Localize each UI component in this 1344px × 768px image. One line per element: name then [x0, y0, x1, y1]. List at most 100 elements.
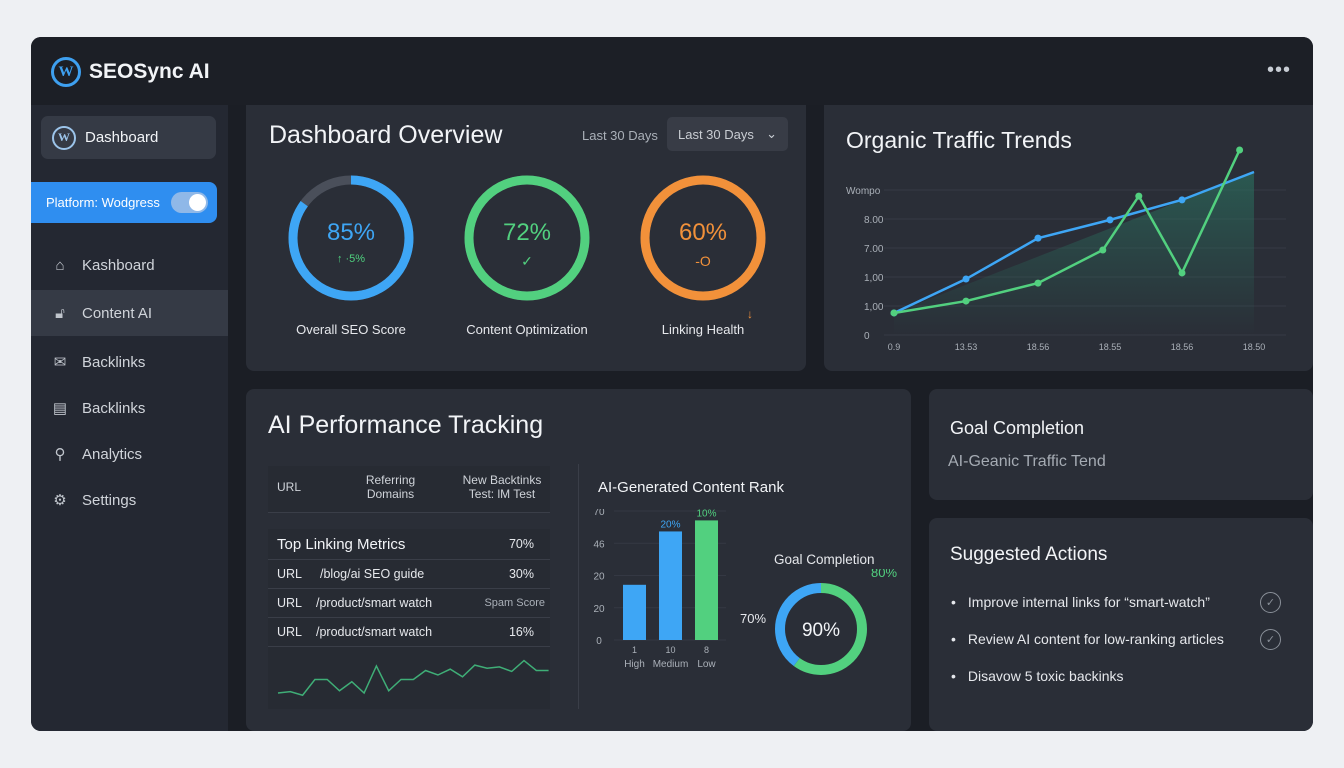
- row-value: Spam Score: [484, 597, 545, 609]
- ring-sub: -O: [695, 253, 711, 269]
- more-options-icon[interactable]: •••: [1266, 59, 1291, 81]
- data-point: [1099, 246, 1107, 254]
- nav-label: Content AI: [82, 304, 153, 322]
- y-tick-label: 20: [593, 572, 605, 583]
- table-row[interactable]: URL/blog/ai SEO guide 30%: [268, 560, 550, 589]
- app-window: W SEOSync AI ••• W Dashboard Platform: Wod…: [31, 37, 1313, 731]
- x-tick-label: Low: [697, 659, 716, 670]
- x-tick-label: 13.53: [955, 342, 978, 352]
- ring-label: Overall SEO Score: [296, 322, 406, 337]
- suggested-action-item[interactable]: • Review AI content for low-ranking artic…: [951, 628, 1281, 650]
- mail-icon: ✉: [53, 354, 67, 371]
- suggested-action-item[interactable]: • Disavow 5 toxic backinks: [951, 668, 1281, 684]
- x-tick-label: 18.56: [1171, 342, 1194, 352]
- row-value: 16%: [508, 625, 534, 639]
- sidebar-dashboard-button[interactable]: W Dashboard: [41, 116, 216, 159]
- data-point: [1236, 146, 1244, 154]
- action-text: Review AI content for low-ranking articl…: [967, 631, 1224, 647]
- performance-card: AI Performance Tracking URL Referring Do…: [246, 389, 911, 731]
- action-text: Disavow 5 toxic backinks: [967, 668, 1124, 684]
- data-point: [1178, 196, 1186, 204]
- bullet: •: [951, 631, 956, 647]
- donut-center-value: 90%: [802, 620, 840, 641]
- slice-label: 70%: [740, 611, 766, 626]
- x-tick-label: 0.9: [888, 342, 901, 352]
- goal-title: Goal Completion: [950, 418, 1085, 438]
- performance-title: AI Performance Tracking: [268, 411, 544, 439]
- y-tick-label: 8.00: [864, 215, 884, 226]
- nav-label: Settings: [82, 491, 137, 509]
- home-icon: ⌂: [55, 256, 65, 274]
- bar-sub-label: 10: [665, 645, 675, 655]
- data-point: [890, 309, 898, 317]
- y-tick-label: 1,00: [864, 302, 884, 313]
- score-ring: 60% -O Linking Health ↓: [638, 173, 768, 337]
- y-tick-label: 0: [596, 636, 602, 647]
- series-line: [893, 170, 1255, 315]
- bar-data-label: 20%: [660, 519, 680, 530]
- suggested-actions-card: Suggested Actions • Improve internal link…: [929, 518, 1313, 731]
- divider: [578, 464, 579, 709]
- x-tick-label: High: [624, 659, 645, 670]
- dashboard-label: Dashboard: [85, 129, 159, 146]
- sidebar-item-backlinks[interactable]: ✉ Backlinks: [31, 339, 228, 385]
- ring-value: 85%: [326, 219, 376, 246]
- date-range-select[interactable]: Last 30 Days ⌄: [667, 117, 788, 151]
- y-tick-label: 0: [864, 331, 870, 342]
- rocket-icon: ⚲: [54, 446, 66, 463]
- ring-value: 60%: [678, 219, 728, 246]
- overview-card: Dashboard Overview Last 30 Days Last 30 …: [246, 105, 806, 371]
- bar: [623, 584, 646, 640]
- check-circle-icon[interactable]: ✓: [1260, 591, 1281, 613]
- table-row[interactable]: URL/product/smart watch 16%: [268, 618, 550, 647]
- bullet: •: [951, 594, 956, 610]
- suggested-action-item[interactable]: • Improve internal links for “smart-watch…: [951, 591, 1281, 613]
- nav-label: Kashboard: [82, 256, 155, 274]
- traffic-line-chart: 0 1,00 1,00 7.00 8.00 Wompo 0.9 13.53 18.56 18.55…: [846, 146, 1286, 352]
- col-referring-domains: Referring Domains: [365, 473, 416, 501]
- y-tick-label: 70: [593, 509, 605, 518]
- metrics-value: 70%: [508, 537, 534, 551]
- traffic-title: Organic Traffic Trends: [846, 127, 1072, 153]
- gear-icon: ⚙: [53, 492, 67, 509]
- sidebar-item-backlinks-2[interactable]: ▤ Backlinks: [31, 385, 228, 431]
- sparkline-path: [277, 659, 549, 697]
- goal-subtitle: AI-Geanic Traffic Tend: [948, 453, 1106, 470]
- sparkline: [277, 659, 549, 697]
- app-logo[interactable]: W SEOSync AI: [51, 57, 210, 87]
- bullet: •: [951, 668, 956, 684]
- x-tick-label: 18.56: [1027, 342, 1050, 352]
- area-fill: [894, 172, 1254, 335]
- bar-sub-label: 8: [704, 645, 709, 655]
- sidebar-item-content-ai[interactable]: 🔓︎ Content AI: [31, 290, 228, 336]
- y-tick-label: 46: [593, 539, 605, 550]
- lock-icon: 🔓︎: [55, 304, 65, 322]
- row-value: 30%: [508, 567, 534, 581]
- data-point: [1034, 234, 1042, 242]
- y-tick-label: Wompo: [846, 186, 881, 197]
- table-row[interactable]: URL/product/smart watch Spam Score: [268, 589, 550, 618]
- traffic-card: Organic Traffic Trends 0 1,00 1,00 7.00 8.00…: [824, 105, 1313, 371]
- data-point: [1106, 216, 1114, 224]
- check-circle-icon[interactable]: ✓: [1260, 628, 1281, 650]
- x-tick-label: Medium: [653, 659, 689, 670]
- sidebar-item-kashboard[interactable]: ⌂ Kashboard: [31, 242, 228, 288]
- wordpress-icon: W: [51, 57, 81, 87]
- row-url: URL: [277, 625, 303, 639]
- page-title: Dashboard Overview: [269, 121, 503, 149]
- row-url: URL: [277, 596, 303, 610]
- sidebar-item-settings[interactable]: ⚙ Settings: [31, 477, 228, 523]
- ring-sub: ✓: [521, 253, 533, 269]
- y-tick-label: 7.00: [864, 244, 884, 255]
- bar: [695, 520, 718, 640]
- data-point: [1178, 269, 1186, 277]
- trend-down-icon: ↓: [747, 307, 753, 321]
- toggle-switch[interactable]: [171, 192, 208, 213]
- platform-toggle[interactable]: Platform: Wodgress: [31, 182, 217, 223]
- sidebar-item-analytics[interactable]: ⚲ Analytics: [31, 431, 228, 477]
- bar: [659, 531, 682, 640]
- slice-label: 80%: [871, 569, 897, 580]
- ring-sub: ↑ ·5%: [336, 253, 366, 265]
- bar-sub-label: 1: [632, 645, 637, 655]
- x-tick-label: 18.50: [1243, 342, 1266, 352]
